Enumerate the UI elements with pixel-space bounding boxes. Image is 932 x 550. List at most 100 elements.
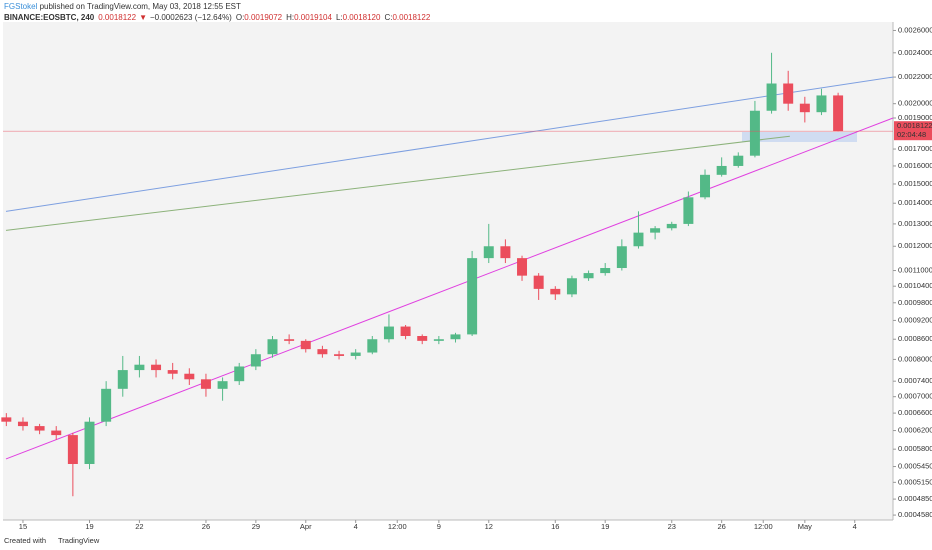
y-tick-label: 0.0019000 [898, 113, 932, 122]
candle-body [550, 288, 561, 295]
candle-body [84, 421, 95, 464]
footer-created: Created with [4, 536, 46, 545]
arrow: ▼ [139, 13, 147, 22]
candle-body [267, 339, 278, 355]
footer-brand[interactable]: TradingView [58, 536, 100, 545]
candle-body [583, 273, 594, 279]
candle-body [167, 370, 178, 374]
header-line-2: BINANCE:EOSBTC, 240 0.0018122 ▼ −0.0002623 … [4, 13, 431, 22]
candle-body [650, 228, 661, 233]
x-tick-label: 9 [437, 522, 441, 531]
y-tick-label: 0.0006200 [898, 426, 932, 435]
candle-body [350, 352, 361, 356]
y-tick-label: 0.0016000 [898, 161, 932, 170]
ohlc-label: L: [336, 13, 343, 22]
last-price-box [894, 121, 932, 141]
candle-body [367, 339, 378, 353]
x-tick-label: 19 [601, 522, 609, 531]
y-tick-label: 0.0007400 [898, 376, 932, 385]
candle-body [51, 430, 62, 436]
candle-body [500, 246, 511, 259]
y-tick-label: 0.0020000 [898, 99, 932, 108]
y-tick-label: 0.0009200 [898, 315, 932, 324]
candle-body [317, 349, 328, 355]
candle-body [234, 366, 245, 382]
candle-body [666, 223, 677, 229]
x-tick-label: 12:00 [754, 522, 773, 531]
candle-body [600, 268, 611, 274]
candle-body [483, 246, 494, 259]
candle-body [450, 334, 461, 340]
candle-body [17, 421, 28, 427]
candle-body [766, 83, 777, 111]
candle-body [633, 232, 644, 247]
x-tick-label: 26 [202, 522, 210, 531]
y-tick-label: 0.0026000 [898, 25, 932, 34]
candle-body [433, 339, 444, 341]
y-tick-label: 0.0009800 [898, 298, 932, 307]
candle-body [200, 379, 211, 389]
y-tick-label: 0.0004850 [898, 494, 932, 503]
candle-body [217, 381, 228, 389]
y-tick-label: 0.0008000 [898, 354, 932, 363]
y-tick-label: 0.0004580 [898, 510, 932, 519]
candle-body [300, 340, 311, 350]
published: published on TradingView.com, May 03, 20… [37, 2, 241, 11]
author[interactable]: FGStokel [4, 2, 38, 11]
y-tick-label: 0.0005450 [898, 462, 932, 471]
y-tick-label: 0.0007000 [898, 392, 932, 401]
y-tick-label: 0.0024000 [898, 48, 932, 57]
candle-body [34, 426, 45, 431]
candle-body [799, 103, 810, 113]
x-tick-label: 4 [354, 522, 358, 531]
ohlc-value: 0.0018120 [343, 13, 381, 22]
y-tick-label: 0.0013000 [898, 219, 932, 228]
y-tick-label: 0.0022000 [898, 72, 932, 81]
y-tick-label: 0.0008600 [898, 334, 932, 343]
x-tick-label: 19 [85, 522, 93, 531]
symbol: BINANCE:EOSBTC, 240 [4, 13, 95, 22]
y-tick-label: 0.0017000 [898, 144, 932, 153]
candle-body [749, 110, 760, 156]
x-tick-label: 12 [485, 522, 493, 531]
x-tick-label: May [798, 522, 812, 531]
candle-body [716, 165, 727, 175]
candle-body [733, 155, 744, 166]
ohlc-label: O: [236, 13, 244, 22]
y-tick-label: 0.0014000 [898, 198, 932, 207]
y-tick-label: 0.0005800 [898, 444, 932, 453]
x-tick-label: 12:00 [388, 522, 407, 531]
candle-body [417, 336, 428, 341]
countdown: 02:04:48 [897, 130, 926, 139]
y-tick-label: 0.0006600 [898, 408, 932, 417]
ohlc-label: H: [286, 13, 294, 22]
candle-body [616, 246, 627, 269]
candle-body [816, 95, 827, 113]
candle-body [101, 388, 112, 422]
last: 0.0018122 [98, 13, 136, 22]
x-tick-label: 16 [551, 522, 559, 531]
x-tick-label: 29 [252, 522, 260, 531]
x-tick-label: 23 [668, 522, 676, 531]
candle-body [284, 339, 295, 341]
candle-body [517, 258, 528, 276]
candle-body [334, 354, 345, 356]
ohlc-value: 0.0018122 [392, 13, 430, 22]
candle-body [783, 83, 794, 104]
last-price-label: 0.0018122 [897, 121, 932, 130]
candle-body [184, 373, 195, 380]
x-tick-label: 26 [717, 522, 725, 531]
candle-body [833, 95, 844, 132]
y-tick-label: 0.0011000 [898, 266, 932, 275]
plot-area [3, 22, 893, 520]
trend-line [5, 76, 894, 212]
ohlc-value: 0.0019104 [294, 13, 332, 22]
candle-body [467, 258, 478, 335]
candle-body [400, 326, 411, 337]
highlight-zone [742, 132, 857, 142]
change: −0.0002623 (−12.64%) [150, 13, 232, 22]
header-line-1: FGStokel published on TradingView.com, M… [4, 2, 241, 11]
x-tick-label: 4 [853, 522, 857, 531]
y-tick-label: 0.0010400 [898, 281, 932, 290]
